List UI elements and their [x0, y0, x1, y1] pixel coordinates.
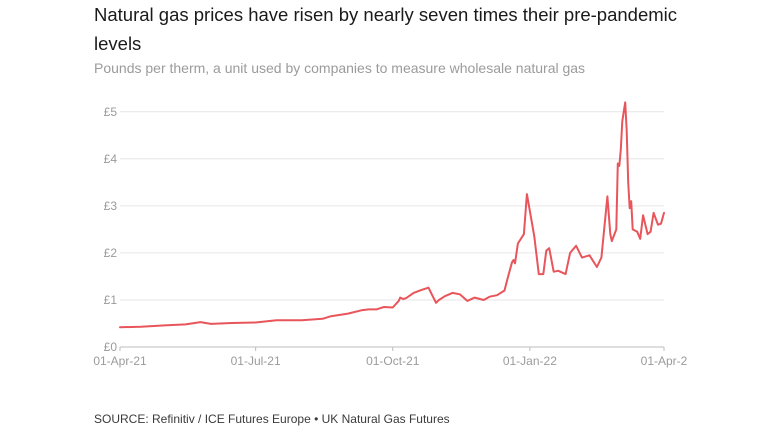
x-tick-label: 01-Jan-22: [503, 354, 557, 368]
x-axis-tick-labels: 01-Apr-21 01-Jul-21 01-Oct-21 01-Jan-22 01-A…: [93, 347, 688, 368]
y-tick-label: £5: [104, 105, 118, 119]
grid-lines: [120, 111, 664, 348]
series-line-0: [119, 101, 665, 329]
y-tick-label: £1: [104, 293, 118, 307]
y-tick-label: £3: [104, 199, 118, 213]
x-tick-label: 01-Apr-21: [93, 354, 147, 368]
y-tick-label: £0: [104, 340, 118, 354]
chart-subtitle: Pounds per therm, a unit used by compani…: [94, 60, 586, 76]
chart-title: Natural gas prices have risen by nearly …: [94, 4, 678, 54]
x-tick-label: 01-Oct-21: [366, 354, 420, 368]
y-tick-label: £4: [104, 152, 118, 166]
y-tick-label: £2: [104, 246, 118, 260]
x-tick-label: 01-Jul-21: [231, 354, 281, 368]
y-axis-tick-labels: £0 £1 £2 £3 £4 £5: [104, 105, 118, 354]
x-tick-label: 01-Apr-2: [641, 354, 688, 368]
series-layer: [119, 101, 665, 329]
source-note: SOURCE: Refinitiv / ICE Futures Europe •…: [94, 412, 450, 426]
